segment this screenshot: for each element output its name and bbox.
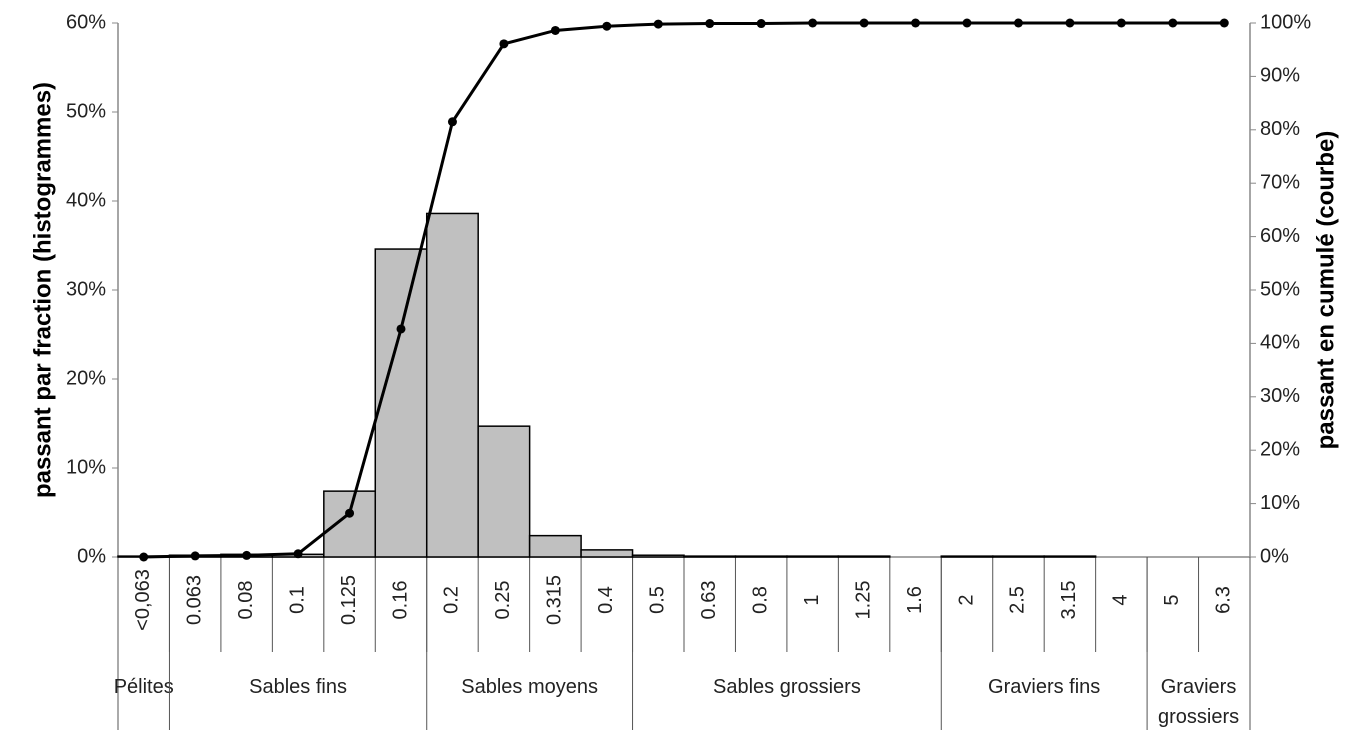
bar — [528, 534, 582, 558]
bar — [991, 555, 1045, 558]
x-tick-label: 5 — [1161, 594, 1183, 605]
line-point — [1116, 18, 1126, 28]
x-tick-label: 2 — [955, 594, 977, 605]
y-tick-label: 60% — [66, 11, 106, 33]
line-point — [396, 324, 406, 334]
y-tick-label: 20% — [66, 367, 106, 389]
x-tick-label: 0.08 — [235, 581, 257, 620]
y2-tick-label: 80% — [1260, 118, 1300, 140]
x-tick-label: 0.8 — [749, 586, 771, 614]
x-tick-label: 0.63 — [698, 581, 720, 620]
bar — [683, 555, 737, 558]
cumulative-line — [143, 21, 1225, 559]
y-tick-label: 10% — [66, 456, 106, 478]
bar — [323, 490, 377, 558]
group-label: Sables moyens — [461, 676, 598, 698]
bar — [477, 425, 531, 558]
group-label: Graviers fins — [988, 676, 1100, 698]
group-label: Pélites — [114, 676, 174, 698]
group-label: Sables grossiers — [713, 676, 861, 698]
x-tick-label: 0.25 — [492, 581, 514, 620]
line-point — [550, 25, 560, 35]
x-tick-label: 4 — [1110, 594, 1132, 605]
y-axis-title: passant par fraction (histogrammes) — [29, 82, 56, 498]
line-point — [447, 117, 457, 127]
line-point — [602, 21, 612, 31]
group-label: Sables fins — [249, 676, 347, 698]
x-tick-label: 0.1 — [286, 586, 308, 614]
x-tick-label: 0.315 — [544, 575, 566, 625]
y2-tick-label: 100% — [1260, 11, 1311, 33]
bar — [580, 549, 634, 558]
x-tick-label: 0.2 — [441, 586, 463, 614]
y2-tick-label: 60% — [1260, 225, 1300, 247]
bar — [425, 212, 479, 558]
bar — [734, 555, 788, 558]
line-point — [962, 18, 972, 28]
bar — [786, 555, 840, 558]
group-label: Graviers grossiers — [1158, 676, 1239, 728]
y2-tick-label: 20% — [1260, 438, 1300, 460]
x-tick-label: 0.063 — [183, 575, 205, 625]
x-tick-label: <0,063 — [132, 569, 154, 631]
line-point — [911, 18, 921, 28]
bar — [837, 555, 891, 558]
y2-axis-title: passant en cumulé (courbe) — [1312, 131, 1339, 450]
bar — [631, 554, 685, 558]
x-tick-label: 1.6 — [904, 586, 926, 614]
x-tick-label: 1 — [801, 594, 823, 605]
line-point — [499, 39, 509, 49]
line-point — [808, 18, 818, 28]
line-point — [1168, 18, 1178, 28]
x-tick-label: 3.15 — [1058, 581, 1080, 620]
line-point — [705, 19, 715, 29]
line-point — [1065, 18, 1075, 28]
y-tick-label: 50% — [66, 100, 106, 122]
line-point — [345, 508, 355, 518]
bar — [940, 555, 994, 558]
line-point — [653, 19, 663, 29]
y-tick-label: 30% — [66, 278, 106, 300]
y2-tick-label: 50% — [1260, 278, 1300, 300]
y2-tick-label: 90% — [1260, 65, 1300, 87]
line-point — [1013, 18, 1023, 28]
x-tick-label: 0.5 — [647, 586, 669, 614]
y2-tick-label: 0% — [1260, 545, 1289, 567]
y2-tick-label: 30% — [1260, 385, 1300, 407]
line-point — [859, 18, 869, 28]
x-tick-label: 1.25 — [852, 581, 874, 620]
line-point — [1219, 18, 1229, 28]
y-tick-label: 0% — [77, 545, 106, 567]
x-tick-label: 0.4 — [595, 586, 617, 614]
y2-tick-label: 40% — [1260, 332, 1300, 354]
x-tick-label: 6.3 — [1213, 586, 1235, 614]
bar — [374, 248, 428, 558]
x-tick-label: 2.5 — [1007, 586, 1029, 614]
y-tick-label: 40% — [66, 189, 106, 211]
line-point — [139, 552, 149, 562]
x-tick-label: 0.125 — [338, 575, 360, 625]
x-tick-label: 0.16 — [389, 581, 411, 620]
line-point — [293, 549, 303, 559]
line-point — [242, 550, 252, 560]
y2-tick-label: 70% — [1260, 171, 1300, 193]
y2-tick-label: 10% — [1260, 492, 1300, 514]
line-point — [190, 551, 200, 561]
bar — [1043, 555, 1097, 558]
line-point — [756, 19, 766, 29]
